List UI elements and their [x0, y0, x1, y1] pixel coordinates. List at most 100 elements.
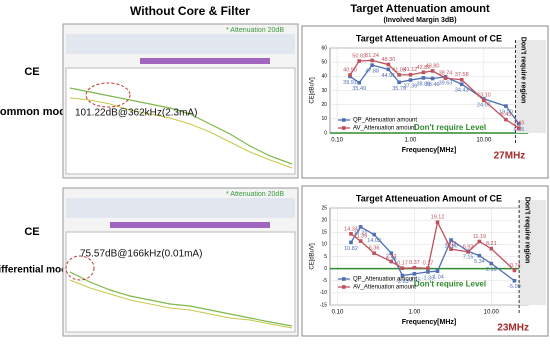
data-point [426, 266, 430, 271]
y-tick-label: 60 [321, 45, 327, 51]
data-label: 2.92 [386, 254, 397, 260]
data-point [386, 67, 391, 72]
data-point [477, 239, 482, 244]
data-point [412, 272, 417, 276]
data-label: 0.17 [397, 261, 408, 267]
chart-title: Target Atteneuation Amount of CE [356, 193, 502, 203]
data-point [400, 273, 405, 278]
data-label: 35.49 [352, 86, 366, 92]
screenshot-bar [140, 58, 270, 64]
data-label: 11.80 [444, 243, 457, 249]
data-label: 23.10 [477, 93, 491, 99]
data-label: 0.37 [409, 260, 420, 266]
y-tick-label: 40 [321, 74, 327, 80]
peak-annotation: 75.57dB@166kHz(0.01mA) [80, 249, 202, 260]
chart-frame [301, 25, 549, 179]
data-label: 42.82 [417, 65, 431, 71]
y-tick-label: 10 [321, 242, 327, 248]
data-point [349, 240, 353, 245]
legend-label: AV_Attenuation amount [353, 285, 416, 291]
data-point [370, 63, 374, 67]
legend-marker [342, 126, 346, 130]
data-label: 38.86 [417, 81, 431, 87]
spectrum-trace [69, 87, 293, 165]
y-tick-label: 10 [321, 116, 327, 122]
data-label: -0.74 [508, 263, 521, 269]
data-label: 14.02 [367, 238, 381, 244]
data-label: 19.00 [499, 110, 513, 116]
spectrum-trace [69, 271, 293, 327]
data-point [435, 220, 440, 225]
data-label: 43.80 [426, 63, 440, 69]
legend-marker [342, 277, 346, 281]
data-label: 11.19 [473, 234, 486, 240]
data-label: 0.17 [423, 261, 434, 267]
data-label: 34.43 [455, 88, 469, 94]
row-mode: Common mode [0, 106, 72, 118]
data-label: -2.15 [408, 277, 421, 283]
data-point [357, 80, 361, 85]
y-axis-label: CE[dBuV] [310, 243, 316, 270]
data-label: 24.07 [477, 102, 491, 108]
data-label: 6.38 [386, 257, 397, 263]
y-tick-label: 50 [321, 59, 327, 65]
data-label: 37.36 [404, 84, 418, 90]
data-label: 41.05 [392, 67, 406, 73]
data-point [504, 104, 508, 108]
y-axis-label: CE[dBuV] [310, 77, 316, 104]
data-label: 37.58 [455, 72, 469, 78]
data-point [389, 259, 394, 264]
region-label: Don't require region [520, 37, 527, 104]
data-label: 51.24 [365, 53, 379, 59]
chart-title: Target Atteneuation Amount of CE [356, 33, 502, 43]
attenuation-note: * Attenuation 20dB [226, 191, 284, 198]
peak-annotation: 101.22dB@362kHz(2.3mA) [75, 108, 197, 119]
data-label: 9.43 [501, 112, 512, 118]
data-point [358, 239, 363, 243]
legend-marker [342, 285, 346, 289]
y-tick-label: -15 [320, 302, 327, 308]
data-point [504, 117, 508, 122]
row-mode: Differential mode [0, 265, 73, 276]
data-point [482, 98, 486, 103]
data-label: 50.83 [352, 53, 366, 59]
data-point [397, 80, 401, 85]
data-point [517, 126, 521, 130]
data-label: 6.55 [513, 127, 524, 133]
data-point [370, 58, 374, 63]
right-subtitle: (Involved Margin 3dB) [383, 17, 456, 24]
y-tick-label: 5 [324, 254, 327, 260]
data-point [449, 247, 453, 251]
data-point [489, 246, 494, 251]
highlight-ellipse [85, 82, 131, 108]
data-point [421, 70, 426, 75]
data-label: 40.90 [343, 68, 357, 74]
data-label: 48.30 [382, 57, 396, 63]
data-point [372, 251, 376, 256]
data-label: 2.10 [486, 267, 497, 273]
data-label: 14.34 [344, 226, 358, 232]
x-tick-label: 0.10 [331, 138, 343, 144]
x-tick-label: 1.00 [405, 138, 417, 144]
data-point [372, 232, 376, 237]
data-point [430, 76, 435, 81]
screenshot: * Attenuation 20dB 75.57dB@166kHz(0.01mA… [62, 187, 299, 337]
x-tick-label: 10.00 [484, 310, 500, 316]
data-label: 38.46 [426, 82, 440, 88]
data-label: 6.92 [463, 244, 474, 250]
highlight-ellipse [65, 255, 95, 281]
x-tick-label: 0.10 [332, 310, 344, 316]
data-point [430, 69, 435, 73]
x-axis-label: Frequency[MHz] [402, 147, 456, 154]
data-point [517, 121, 521, 126]
data-label: 39.91 [343, 80, 357, 86]
x-tick-label: 10.00 [476, 138, 492, 144]
region-label: Don't require region [523, 197, 530, 264]
y-tick-label: 30 [321, 88, 327, 94]
data-point [459, 77, 464, 82]
data-point [348, 73, 352, 77]
data-point [512, 278, 517, 283]
data-point [477, 253, 482, 258]
data-label: 6.36 [369, 246, 380, 252]
